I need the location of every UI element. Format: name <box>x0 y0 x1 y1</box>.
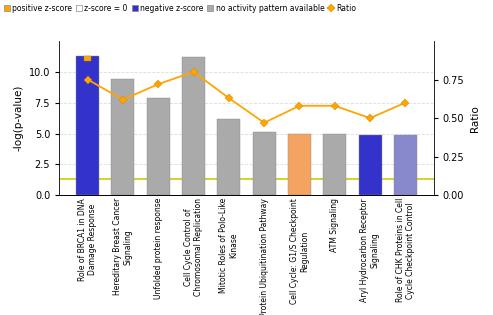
Bar <box>84 56 91 61</box>
Bar <box>182 57 205 195</box>
Bar <box>394 135 417 195</box>
Bar <box>253 132 276 195</box>
Y-axis label: Ratio: Ratio <box>470 105 480 131</box>
Bar <box>217 119 240 195</box>
Bar <box>323 134 346 195</box>
Bar <box>147 98 170 195</box>
Bar <box>111 79 135 195</box>
Bar <box>288 134 311 195</box>
Bar <box>76 56 99 195</box>
Bar <box>358 135 382 195</box>
Legend: positive z-score, z-score = 0, negative z-score, no activity pattern available, : positive z-score, z-score = 0, negative … <box>1 1 360 16</box>
Y-axis label: -log(p-value): -log(p-value) <box>13 85 23 151</box>
